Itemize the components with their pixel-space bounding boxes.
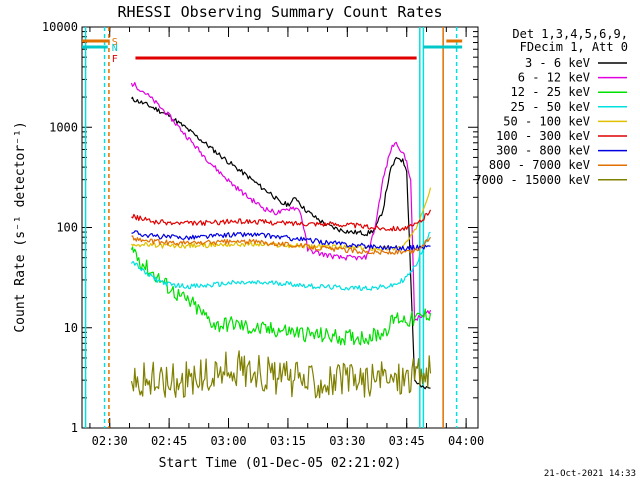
flag-label: N xyxy=(112,43,118,54)
legend-label: 25 - 50 keV xyxy=(511,100,590,114)
x-tick-label: 03:30 xyxy=(329,434,365,448)
series-line xyxy=(131,231,431,291)
legend-header: Det 1,3,4,5,6,9, xyxy=(512,27,628,41)
legend-label: 7000 - 15000 keV xyxy=(474,173,590,187)
timestamp: 21-Oct-2021 14:33 xyxy=(544,469,636,479)
flag-label: F xyxy=(112,54,118,65)
chart-title: RHESSI Observing Summary Count Rates xyxy=(117,3,442,21)
legend-header: FDecim 1, Att 0 xyxy=(520,40,628,54)
y-tick-label: 10 xyxy=(64,321,78,335)
y-tick-label: 1000 xyxy=(49,120,78,134)
axes: 1 10 100 1000 10000 02:30 02:45 03:00 03:15 03:30… xyxy=(42,20,484,448)
x-tick-label: 03:00 xyxy=(210,434,246,448)
x-tick-label: 03:45 xyxy=(389,434,425,448)
series-line xyxy=(131,235,432,255)
legend-label: 100 - 300 keV xyxy=(496,129,590,143)
plot-area: SNF xyxy=(82,27,463,428)
y-axis-label: Count Rate (s⁻¹ detector⁻¹) xyxy=(13,121,28,332)
series-line xyxy=(131,96,431,390)
legend-label: 12 - 25 keV xyxy=(511,85,590,99)
legend: Det 1,3,4,5,6,9,FDecim 1, Att 0 3 - 6 keV… xyxy=(474,27,628,187)
y-tick-label: 1 xyxy=(71,421,78,435)
series-line xyxy=(130,246,432,346)
x-tick-label: 02:45 xyxy=(151,434,187,448)
legend-label: 6 - 12 keV xyxy=(518,71,590,85)
x-tick-label: 02:30 xyxy=(92,434,128,448)
series-line xyxy=(131,230,431,252)
x-axis-label: Start Time (01-Dec-05 02:21:02) xyxy=(159,456,402,471)
series-line xyxy=(130,350,432,399)
series-line xyxy=(130,81,432,321)
y-tick-label: 100 xyxy=(56,221,78,235)
legend-label: 300 - 800 keV xyxy=(496,144,590,158)
legend-label: 800 - 7000 keV xyxy=(489,158,590,172)
legend-label: 3 - 6 keV xyxy=(525,56,590,70)
x-tick-label: 04:00 xyxy=(448,434,484,448)
y-tick-label: 10000 xyxy=(42,20,78,34)
legend-label: 50 - 100 keV xyxy=(503,114,590,128)
x-tick-label: 03:15 xyxy=(270,434,306,448)
flag-label: S xyxy=(112,37,118,48)
series-line xyxy=(131,209,432,232)
